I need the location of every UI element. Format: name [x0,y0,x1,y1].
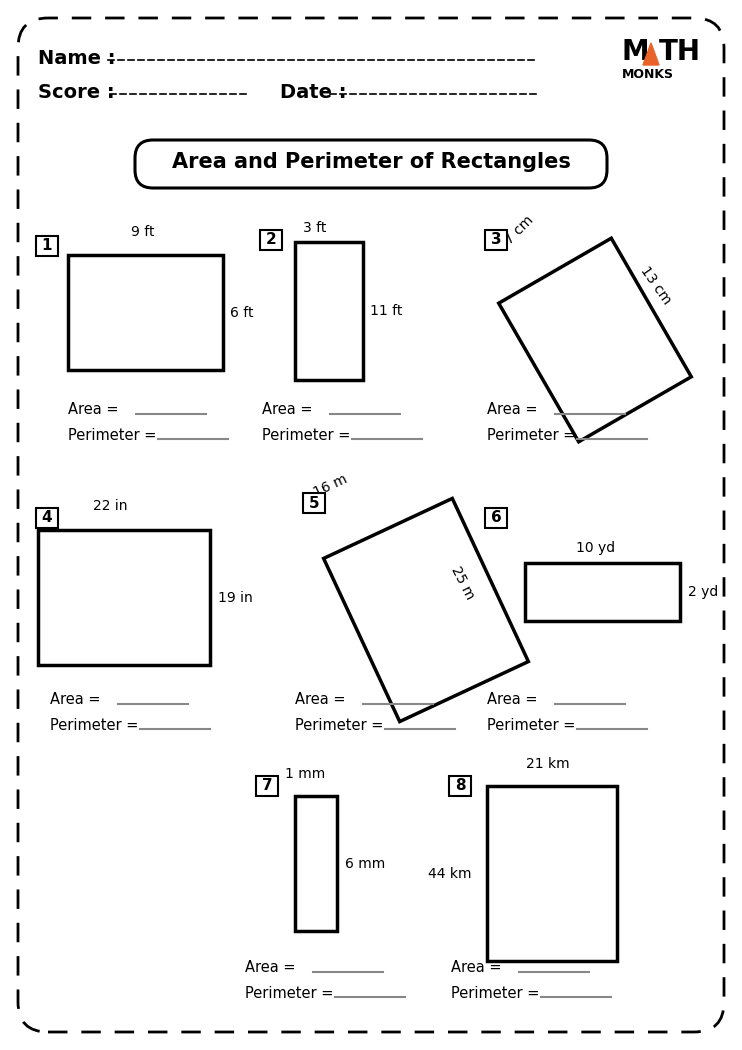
Text: 6: 6 [490,510,502,525]
Text: Perimeter =: Perimeter = [295,717,388,733]
Text: 6 mm: 6 mm [345,857,385,872]
Polygon shape [68,255,223,370]
Text: 9 ft: 9 ft [131,225,155,239]
Text: Name :: Name : [38,48,116,67]
FancyBboxPatch shape [485,230,507,250]
Text: 11 ft: 11 ft [370,304,402,318]
Polygon shape [324,499,528,721]
FancyBboxPatch shape [260,230,282,250]
Text: 5: 5 [309,496,319,510]
Text: 44 km: 44 km [428,867,471,881]
FancyBboxPatch shape [36,508,58,528]
Polygon shape [499,238,692,442]
Polygon shape [295,242,363,380]
Text: Area =: Area = [487,693,542,708]
Text: Perimeter =: Perimeter = [487,717,580,733]
Text: 6 ft: 6 ft [230,306,254,320]
Text: M: M [622,38,650,66]
FancyBboxPatch shape [303,494,325,513]
Text: Perimeter =: Perimeter = [262,427,355,442]
FancyBboxPatch shape [256,776,278,796]
Polygon shape [525,563,680,621]
Text: 21 km: 21 km [526,757,570,771]
Text: 22 in: 22 in [93,499,127,513]
Text: Perimeter =: Perimeter = [50,717,143,733]
Text: 1: 1 [42,238,52,253]
Text: Date :: Date : [280,83,347,102]
Text: Score :: Score : [38,83,114,102]
Text: 19 in: 19 in [218,591,253,605]
Text: 3: 3 [490,232,502,248]
Text: 3 ft: 3 ft [303,220,326,235]
Text: 16 m: 16 m [311,472,349,500]
FancyBboxPatch shape [135,140,607,188]
Text: Area =: Area = [451,961,506,975]
Text: Area =: Area = [68,402,123,418]
Text: 2 yd: 2 yd [688,585,718,598]
Text: Perimeter =: Perimeter = [451,986,544,1001]
Text: Perimeter =: Perimeter = [68,427,161,442]
Text: 7 cm: 7 cm [502,213,536,247]
Text: MONKS: MONKS [622,67,674,81]
Text: 8: 8 [455,778,465,794]
Text: 10 yd: 10 yd [577,541,616,555]
FancyBboxPatch shape [449,776,471,796]
Polygon shape [295,796,337,931]
Text: 25 m: 25 m [449,564,477,602]
Text: Perimeter =: Perimeter = [487,427,580,442]
FancyBboxPatch shape [485,508,507,528]
Text: Area =: Area = [262,402,317,418]
Text: Area =: Area = [295,693,350,708]
Polygon shape [643,43,659,65]
Text: TH: TH [659,38,701,66]
Text: 4: 4 [42,510,53,525]
Text: Perimeter =: Perimeter = [245,986,338,1001]
Text: Area =: Area = [245,961,300,975]
Text: 1 mm: 1 mm [285,766,325,781]
Text: 2: 2 [266,232,276,248]
Text: Area =: Area = [487,402,542,418]
Text: 7: 7 [262,778,272,794]
FancyBboxPatch shape [36,236,58,256]
Polygon shape [38,530,210,665]
Text: Area and Perimeter of Rectangles: Area and Perimeter of Rectangles [171,152,571,172]
Text: 13 cm: 13 cm [638,264,674,307]
Polygon shape [487,786,617,961]
Text: Area =: Area = [50,693,105,708]
